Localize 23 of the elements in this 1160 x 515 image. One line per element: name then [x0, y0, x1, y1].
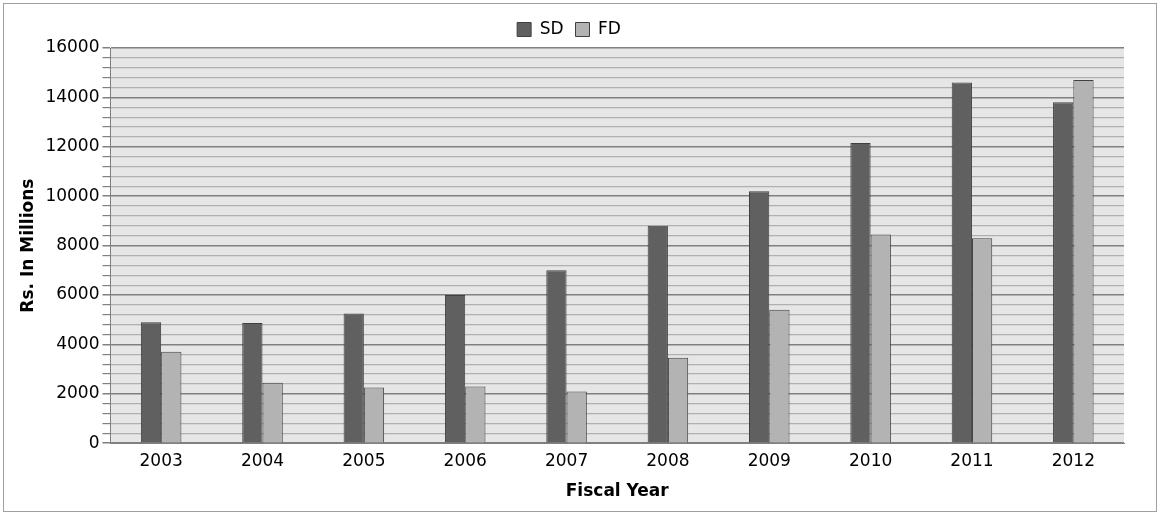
- y-tick-label: 2000: [56, 382, 100, 403]
- x-tick-label: 2008: [646, 449, 690, 470]
- x-tick-label: 2009: [747, 449, 791, 470]
- y-tick-label: 8000: [56, 234, 100, 255]
- x-tick-label: 2012: [1051, 449, 1095, 470]
- y-tick-label: 6000: [56, 283, 100, 304]
- x-tick-label: 2003: [139, 449, 183, 470]
- x-tick-label: 2006: [443, 449, 487, 470]
- y-tick-label: 16000: [45, 36, 100, 57]
- x-tick-label: 2005: [342, 449, 386, 470]
- y-tick-label: 10000: [45, 184, 100, 205]
- y-axis-title: Rs. In Millions: [16, 178, 37, 313]
- y-tick-label: 14000: [45, 85, 100, 106]
- legend-label: FD: [598, 17, 621, 38]
- legend-label: SD: [539, 17, 564, 38]
- y-tick-label: 4000: [56, 332, 100, 353]
- x-tick-label: 2010: [848, 449, 893, 470]
- x-tick-label: 2004: [240, 449, 285, 470]
- y-tick-label: 12000: [45, 135, 100, 156]
- x-axis-title: Fiscal Year: [565, 480, 670, 501]
- y-tick-label: 0: [88, 431, 100, 452]
- x-tick-label: 2007: [544, 449, 589, 470]
- x-tick-label: 2011: [950, 449, 994, 470]
